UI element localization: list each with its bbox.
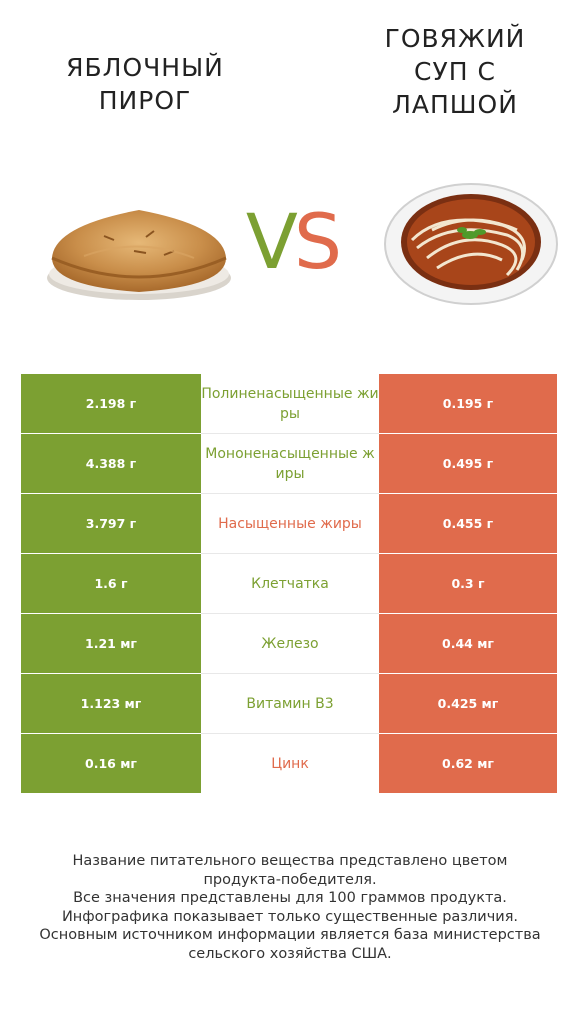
- vs-label: VS: [222, 192, 362, 292]
- right-value-cell: 0.455 г: [379, 494, 557, 553]
- left-value-cell: 1.6 г: [21, 554, 201, 613]
- right-title-line: СУП С: [414, 57, 496, 86]
- footer-line: продукта-победителя.: [203, 871, 377, 888]
- footer-note: Название питательного вещества представл…: [20, 852, 560, 963]
- table-row: 3.797 г Насыщенные жиры 0.455 г: [21, 494, 557, 554]
- row-divider: [21, 433, 201, 434]
- table-row: 1.21 мг Железо 0.44 мг: [21, 614, 557, 674]
- left-food-title: ЯБЛОЧНЫЙ ПИРОГ: [20, 51, 270, 117]
- row-divider: [379, 793, 557, 794]
- nutrient-name-cell: Витамин B3: [201, 674, 379, 734]
- footer-line: Все значения представлены для 100 граммо…: [73, 890, 507, 906]
- nutrient-name: Полиненасыщенные жиры: [201, 385, 379, 422]
- row-divider: [379, 433, 557, 434]
- nutrient-name-cell: Полиненасыщенные жиры: [201, 374, 379, 434]
- table-row: 2.198 г Полиненасыщенные жиры 0.195 г: [21, 374, 557, 434]
- left-value-cell: 2.198 г: [21, 374, 201, 433]
- nutrient-name-cell: Цинк: [201, 734, 379, 793]
- right-value-cell: 0.495 г: [379, 434, 557, 493]
- row-divider: [21, 613, 201, 614]
- table-row: 0.16 мг Цинк 0.62 мг: [21, 734, 557, 794]
- right-value-cell: 0.3 г: [379, 554, 557, 613]
- footer-line: сельского хозяйства США.: [188, 945, 392, 962]
- apple-pie-image: [47, 210, 231, 300]
- right-value-cell: 0.425 мг: [379, 674, 557, 733]
- row-divider: [21, 553, 201, 554]
- left-value-cell: 3.797 г: [21, 494, 201, 553]
- row-divider: [379, 733, 557, 734]
- left-title-line: ЯБЛОЧНЫЙ: [66, 53, 224, 82]
- right-value-cell: 0.195 г: [379, 374, 557, 433]
- table-row: 1.6 г Клетчатка 0.3 г: [21, 554, 557, 614]
- row-divider: [379, 553, 557, 554]
- left-title-line: ПИРОГ: [98, 86, 192, 115]
- nutrient-name: Мононенасыщенные жиры: [205, 445, 375, 482]
- nutrient-name: Клетчатка: [251, 575, 329, 592]
- left-value-cell: 1.123 мг: [21, 674, 201, 733]
- table-row: 1.123 мг Витамин B3 0.425 мг: [21, 674, 557, 734]
- row-divider: [21, 793, 201, 794]
- row-divider: [379, 613, 557, 614]
- footer-line: Инфографика показывает только существенн…: [61, 908, 519, 925]
- right-value-cell: 0.44 мг: [379, 614, 557, 673]
- right-title-line: ГОВЯЖИЙ: [384, 24, 526, 53]
- nutrient-name: Витамин B3: [246, 695, 334, 712]
- footer-line: Название питательного вещества представл…: [72, 853, 508, 869]
- beef-noodle-soup-image: [384, 183, 558, 305]
- nutrient-name: Цинк: [271, 755, 309, 772]
- footer-line: Основным источником информации является …: [39, 927, 541, 943]
- nutrient-name: Железо: [261, 635, 319, 652]
- nutrient-name-cell: Железо: [201, 614, 379, 674]
- row-divider: [379, 673, 557, 674]
- right-value-cell: 0.62 мг: [379, 734, 557, 793]
- row-divider: [21, 733, 201, 734]
- row-divider: [379, 493, 557, 494]
- table-row: 4.388 г Мононенасыщенные жиры 0.495 г: [21, 434, 557, 494]
- vs-v-letter: V: [245, 197, 298, 286]
- nutrient-comparison-table: 2.198 г Полиненасыщенные жиры 0.195 г 4.388…: [21, 374, 557, 794]
- left-value-cell: 4.388 г: [21, 434, 201, 493]
- vs-s-letter: S: [293, 197, 342, 286]
- row-divider: [21, 493, 201, 494]
- left-value-cell: 0.16 мг: [21, 734, 201, 793]
- row-divider: [21, 673, 201, 674]
- nutrient-name: Насыщенные жиры: [218, 515, 362, 532]
- left-value-cell: 1.21 мг: [21, 614, 201, 673]
- nutrient-name-cell: Насыщенные жиры: [201, 494, 379, 554]
- right-title-line: ЛАПШОЙ: [392, 90, 518, 119]
- nutrient-name-cell: Мононенасыщенные жиры: [201, 434, 379, 494]
- nutrient-name-cell: Клетчатка: [201, 554, 379, 614]
- right-food-title: ГОВЯЖИЙ СУП С ЛАПШОЙ: [330, 22, 580, 121]
